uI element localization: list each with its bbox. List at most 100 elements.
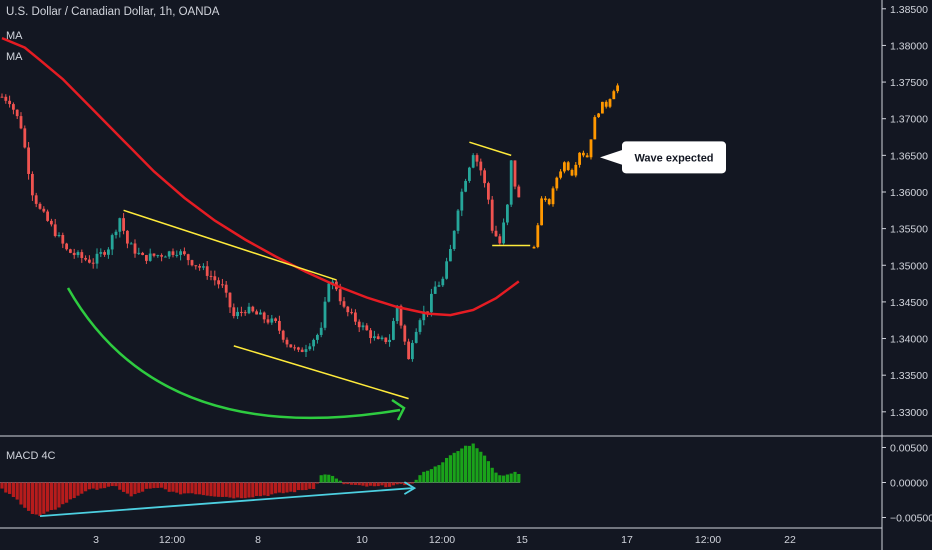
macd-bar <box>445 457 449 483</box>
macd-bar <box>87 482 91 490</box>
callout-pointer <box>600 149 624 166</box>
macd-bar <box>464 445 468 483</box>
projection-candle <box>532 246 536 249</box>
curve-arrow <box>66 287 401 420</box>
candle-body <box>61 235 65 244</box>
macd-bar <box>372 482 376 487</box>
macd-title[interactable]: MACD 4C <box>6 450 56 462</box>
candle-body <box>456 210 460 231</box>
candle-body <box>471 155 475 168</box>
candle-body <box>323 301 327 328</box>
projection-candle <box>566 162 570 170</box>
ma-legend-1[interactable]: MA <box>6 30 23 42</box>
candle-body <box>357 321 361 328</box>
candle-body <box>27 147 30 174</box>
macd-bar <box>129 482 133 497</box>
ma-legend-2[interactable]: MA <box>6 51 23 63</box>
macd-bar <box>19 482 23 505</box>
macd-bar <box>448 455 452 483</box>
candle-body <box>414 331 418 343</box>
macd-bar <box>53 482 57 510</box>
macd-bar <box>118 482 122 490</box>
time-tick-label: 12:00 <box>429 534 455 546</box>
price-tick-label: 1.34000 <box>890 334 928 346</box>
macd-bar <box>262 482 266 496</box>
candle-body <box>464 180 467 192</box>
time-tick-label: 12:00 <box>159 534 185 546</box>
candle-body <box>198 266 201 268</box>
macd-bar <box>399 482 403 484</box>
candle-body <box>300 349 304 352</box>
projection-candle <box>551 188 555 205</box>
candle-body <box>34 195 38 204</box>
candle-body <box>129 243 133 245</box>
candle-body <box>190 260 194 266</box>
candle-body <box>312 339 315 347</box>
macd-bar <box>144 482 148 489</box>
candle-body <box>297 347 300 350</box>
macd-bar <box>125 482 129 494</box>
projection-candle <box>563 162 566 172</box>
macd-bar <box>513 471 517 483</box>
candle-body <box>69 249 72 253</box>
macd-bar <box>110 482 114 487</box>
macd-bar <box>46 482 50 512</box>
candle-body <box>236 311 239 317</box>
candle-body <box>513 160 517 187</box>
candle-body <box>46 211 49 221</box>
candle-body <box>369 330 372 339</box>
candle-body <box>224 284 228 293</box>
candle-body <box>167 251 171 257</box>
macd-bar <box>433 466 437 483</box>
macd-bar <box>414 479 418 483</box>
candle-body <box>114 231 118 236</box>
macd-bar <box>319 475 323 483</box>
macd-bar <box>76 482 80 496</box>
candle-body <box>118 218 122 232</box>
projection-candle <box>585 155 589 158</box>
candle-body <box>209 275 213 277</box>
macd-bar <box>403 482 407 486</box>
macd-bar <box>460 448 464 483</box>
candle-body <box>65 243 68 250</box>
candle-body <box>137 252 141 254</box>
macd-bar <box>452 452 456 483</box>
candle-body <box>42 208 46 212</box>
macd-bar <box>308 482 312 489</box>
macd-bar <box>213 482 217 497</box>
candle-body <box>365 325 369 331</box>
macd-bar <box>186 482 190 494</box>
candle-body <box>278 320 281 331</box>
macd-bar <box>486 461 490 483</box>
candle-body <box>53 224 57 236</box>
macd-bar <box>38 482 42 516</box>
macd-bar <box>30 482 34 514</box>
candle-body <box>31 173 34 196</box>
macd-bar <box>133 482 137 495</box>
macd-bar <box>175 482 179 493</box>
candle-body <box>251 306 255 312</box>
candle-body <box>388 339 391 343</box>
time-tick-label: 10 <box>356 534 368 546</box>
macd-bar <box>426 470 430 483</box>
candle-body <box>171 251 175 255</box>
macd-bar <box>106 482 110 487</box>
candle-body <box>183 251 186 255</box>
candle-body <box>422 311 426 321</box>
macd-tick-label: 0.00000 <box>890 478 928 490</box>
candle-body <box>99 252 103 254</box>
macd-bar <box>15 482 19 500</box>
projection-candle <box>612 91 616 100</box>
candle-body <box>490 199 494 231</box>
time-tick-label: 3 <box>93 534 99 546</box>
candle-body <box>319 327 323 335</box>
candle-body <box>23 128 27 148</box>
macd-bar <box>61 482 65 505</box>
macd-bar <box>281 482 285 494</box>
macd-bar <box>494 472 498 483</box>
macd-bar <box>346 482 350 485</box>
candle-body <box>259 312 262 315</box>
candle-body <box>0 96 4 98</box>
macd-bar <box>475 448 479 483</box>
